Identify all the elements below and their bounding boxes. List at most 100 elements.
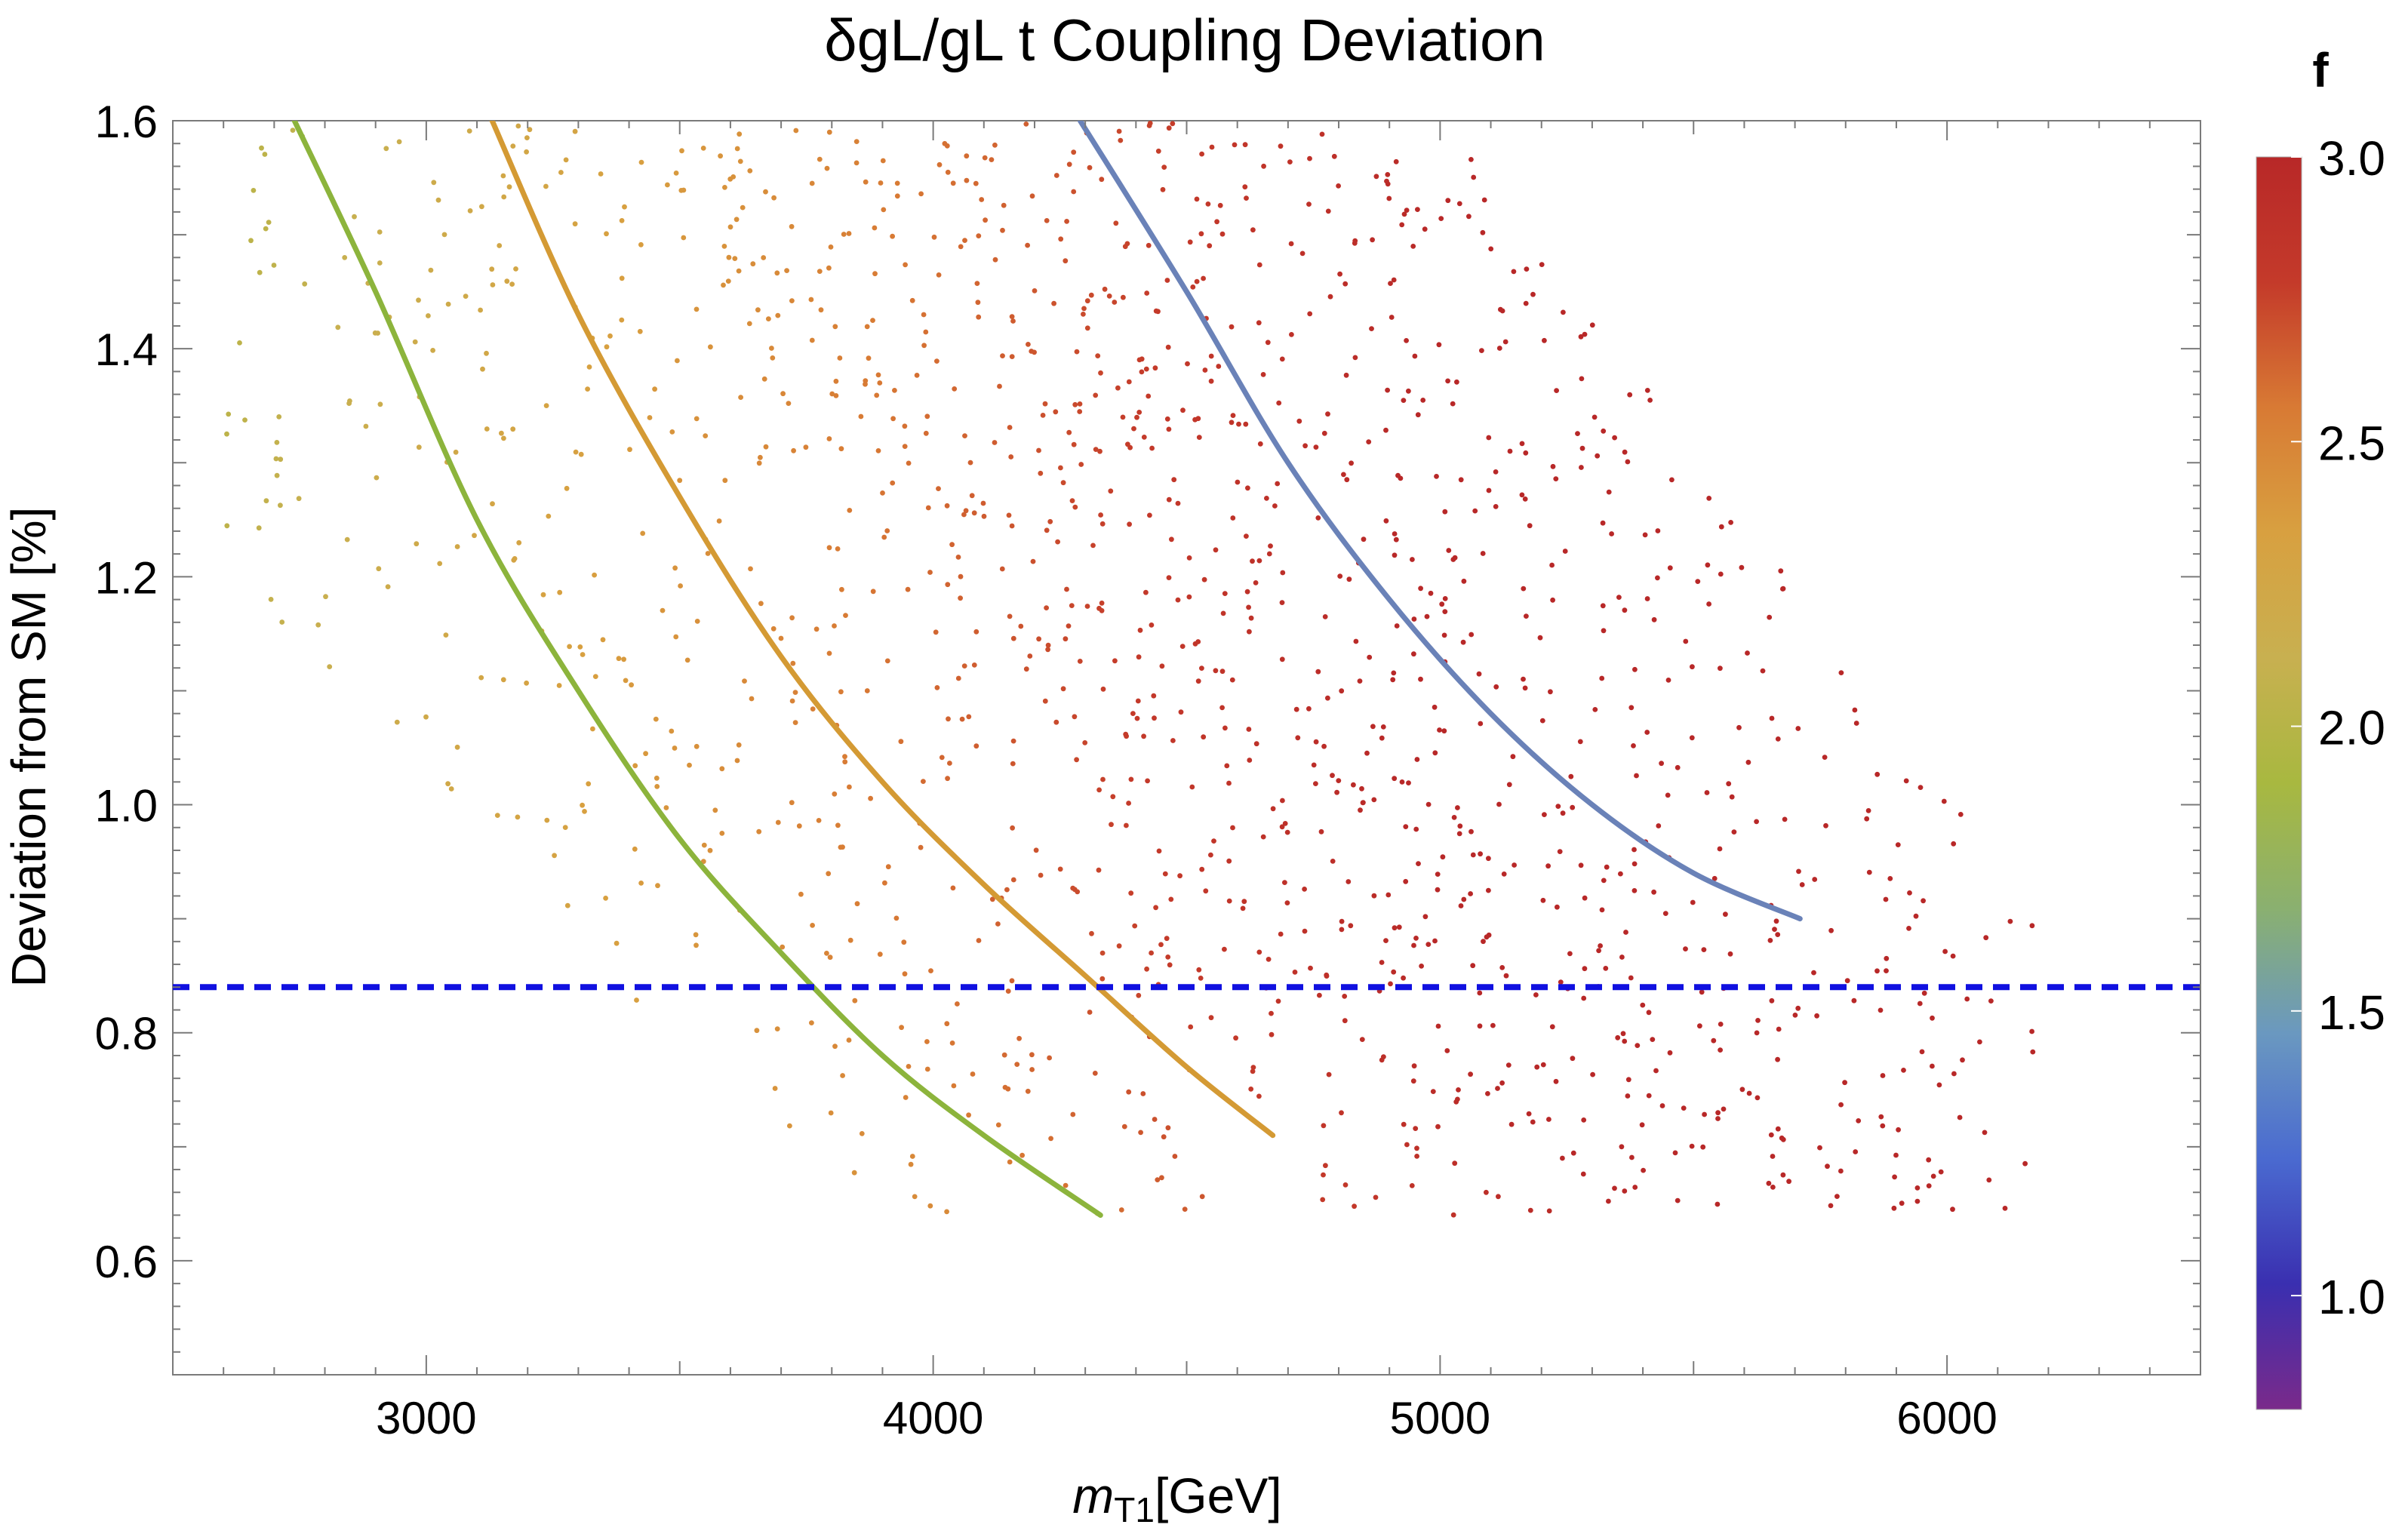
scatter-point <box>1641 1167 1647 1173</box>
scatter-point <box>863 179 869 185</box>
scatter-point <box>847 937 853 943</box>
scatter-point <box>1422 914 1429 920</box>
scatter-point <box>1072 504 1078 510</box>
scatter-point <box>1226 858 1232 864</box>
x-axis-label-var: m <box>1072 1468 1114 1523</box>
y-tick-label: 1.2 <box>95 552 158 603</box>
scatter-point <box>1389 315 1395 320</box>
scatter-point <box>868 795 873 801</box>
scatter-point <box>638 881 644 886</box>
scatter-point <box>1084 604 1090 609</box>
scatter-point <box>750 261 756 267</box>
scatter-point <box>1230 825 1235 831</box>
scatter-point <box>1647 398 1653 403</box>
scatter-point <box>443 632 449 638</box>
scatter-point <box>1493 504 1499 509</box>
scatter-point <box>1072 401 1078 407</box>
scatter-point <box>1960 1057 1965 1063</box>
scatter-point <box>1053 719 1059 725</box>
scatter-point <box>955 555 961 560</box>
scatter-point <box>1628 975 1634 981</box>
scatter-point <box>1321 743 1327 749</box>
scatter-point <box>448 786 454 792</box>
scatter-point <box>479 204 484 210</box>
scatter-point <box>1092 1071 1098 1076</box>
x-tick-label: 3000 <box>376 1393 476 1443</box>
scatter-point <box>1817 1145 1822 1151</box>
scatter-point <box>1926 1183 1932 1188</box>
scatter-point <box>1852 707 1858 713</box>
scatter-point <box>734 758 740 764</box>
scatter-point <box>1367 654 1373 660</box>
scatter-point <box>278 456 284 463</box>
scatter-point <box>1411 651 1416 657</box>
scatter-point <box>622 204 627 210</box>
scatter-point <box>1436 342 1442 348</box>
scatter-point <box>944 503 950 509</box>
scatter-point <box>1769 715 1775 721</box>
scatter-point <box>1454 379 1459 385</box>
scatter-point <box>1156 848 1162 854</box>
scatter-point <box>1760 668 1766 674</box>
scatter-point <box>1456 201 1462 207</box>
scatter-point <box>1196 967 1202 973</box>
scatter-point <box>1409 1183 1415 1188</box>
scatter-point <box>1337 573 1343 579</box>
scatter-point <box>1926 1157 1932 1163</box>
y-tick-label: 1.6 <box>95 97 158 147</box>
scatter-point <box>1007 1159 1013 1165</box>
scatter-point <box>1032 349 1037 355</box>
scatter-point <box>1983 935 1989 941</box>
scatter-point <box>484 426 490 432</box>
scatter-point <box>1371 893 1377 899</box>
scatter-point <box>1007 613 1013 619</box>
scatter-point <box>1727 951 1733 957</box>
scatter-point <box>506 184 512 190</box>
scatter-point <box>1126 379 1132 385</box>
scatter-point <box>1884 968 1889 973</box>
scatter-point <box>828 244 834 250</box>
scatter-point <box>1699 989 1705 995</box>
scatter-point <box>1096 787 1102 793</box>
scatter-point <box>396 139 402 145</box>
scatter-point <box>763 189 768 195</box>
scatter-point <box>1428 590 1434 596</box>
scatter-point <box>558 170 564 175</box>
scatter-point <box>1411 616 1417 622</box>
scatter-point <box>1838 1168 1844 1174</box>
scatter-point <box>592 674 598 679</box>
scatter-point <box>1754 819 1760 825</box>
scatter-point <box>1198 976 1204 981</box>
scatter-point <box>875 372 881 378</box>
scatter-point <box>966 1112 971 1118</box>
scatter-point <box>1413 1126 1419 1131</box>
scatter-point <box>445 781 451 787</box>
scatter-point <box>951 1083 957 1089</box>
scatter-point <box>1731 829 1737 835</box>
scatter-point <box>700 146 706 151</box>
scatter-point <box>1739 1087 1745 1093</box>
scatter-point <box>1601 628 1607 634</box>
scatter-point <box>906 460 912 466</box>
scatter-point <box>1558 979 1564 985</box>
scatter-point <box>678 583 683 589</box>
scatter-point <box>1071 441 1077 447</box>
scatter-point <box>1327 294 1333 300</box>
scatter-point <box>1036 447 1041 453</box>
scatter-point <box>1208 353 1214 359</box>
scatter-point <box>1388 281 1393 286</box>
scatter-point <box>921 343 927 349</box>
scatter-point <box>1495 1086 1500 1091</box>
scatter-point <box>1047 1055 1052 1061</box>
scatter-point <box>1222 946 1227 952</box>
scatter-point <box>880 490 885 496</box>
scatter-point <box>572 128 578 134</box>
scatter-point <box>592 572 597 578</box>
scatter-point <box>499 430 504 436</box>
scatter-point <box>730 174 737 180</box>
scatter-point <box>638 159 644 165</box>
scatter-point <box>655 883 660 889</box>
scatter-point <box>543 403 549 408</box>
scatter-point <box>1627 392 1633 398</box>
colorbar-tick-label: 2.0 <box>2318 701 2385 755</box>
